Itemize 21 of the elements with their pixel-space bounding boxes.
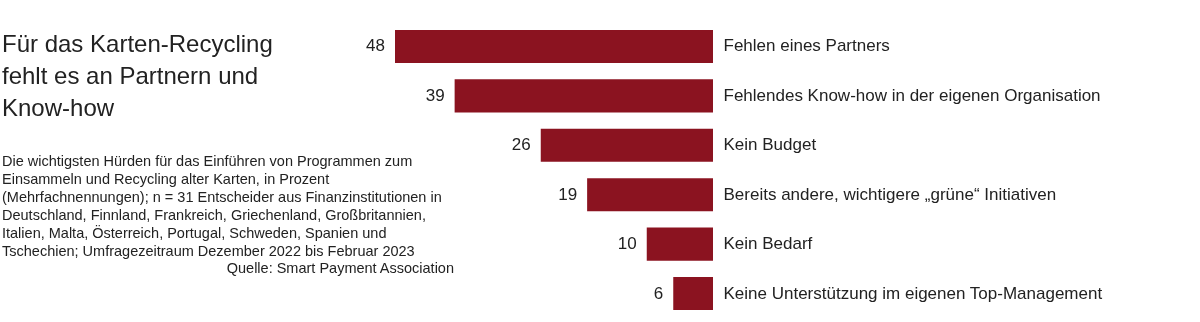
data-label: 10 [617, 234, 637, 254]
y-tick-label: Kein Budget [723, 135, 817, 155]
bar [540, 128, 713, 162]
bar [646, 227, 713, 261]
data-label: 19 [558, 184, 578, 204]
y-tick-label: Bereits andere, wichtigere „grüne“ Initiativen [723, 184, 1057, 204]
data-label: 26 [511, 135, 531, 155]
data-label: 39 [425, 85, 445, 105]
y-tick-label: Kein Bedarf [723, 234, 813, 254]
text: Die wichtigsten Hürden für das Einführen von Programmen zum Einsammeln und Recycling alter Karten, in Prozent (Mehrfachnennungen); n = 31 Entscheider aus Finanzinstitutionen in Deutschland, Finnland, Frankreich, Griechenland, Großbritannien, Italien, Malta, Österreich, Portugal, Schweden, Spanien und Tschechien; Umfragezeitraum Dezember 2022 bis Februar 2023 [2, 152, 443, 260]
bar [587, 178, 713, 212]
bar [454, 79, 713, 113]
bar [673, 277, 713, 311]
data-label: 6 [653, 283, 664, 303]
y-tick-label: Fehlen eines Partners [723, 36, 890, 56]
bar [395, 29, 713, 63]
y-tick-label: Keine Unterstützung im eigenen Top-Management [723, 283, 1103, 303]
annotation: Quelle: Smart Payment Association [225, 260, 454, 276]
text: Für das Karten-Recycling fehlt es an Partnern und Know-how [2, 29, 274, 123]
data-label: 48 [366, 36, 385, 56]
y-tick-label: Fehlendes Know-how in der eigenen Organisation [723, 85, 1101, 105]
